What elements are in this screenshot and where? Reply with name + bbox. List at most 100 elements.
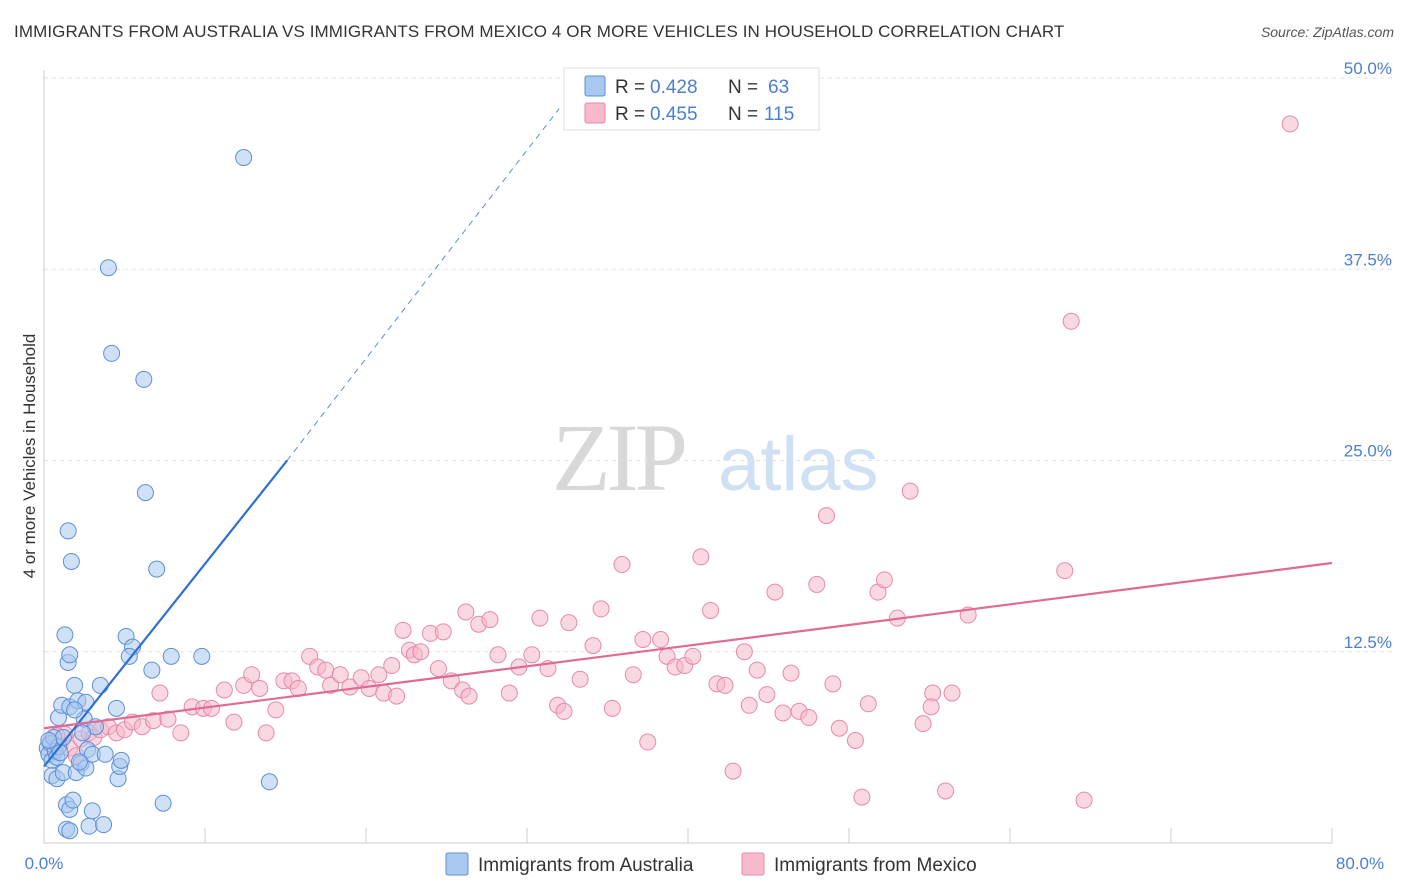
mexico-point (172, 724, 190, 742)
mexico-legend-label: Immigrants from Mexico (774, 855, 977, 876)
source-credit: Source: ZipAtlas.com (1260, 24, 1394, 40)
mexico-point (317, 661, 335, 679)
australia-point (61, 646, 79, 664)
mexico-point (388, 687, 406, 705)
australia-point (66, 676, 84, 694)
mexico-point (429, 660, 447, 678)
australia-point (136, 484, 154, 502)
mexico-point (853, 788, 871, 806)
mexico-point (724, 762, 742, 780)
grid-lines (44, 77, 1392, 653)
australia-point (235, 149, 253, 167)
australia-point (143, 661, 161, 679)
mexico-point (1075, 791, 1093, 809)
mexico-point (592, 600, 610, 618)
mexico-point (774, 704, 792, 722)
mexico-point (634, 631, 652, 649)
mexico-point (457, 603, 475, 621)
mexico-point (251, 679, 269, 697)
australia-r-label: R = (615, 77, 645, 98)
australia-point (135, 370, 153, 388)
mexico-point (914, 715, 932, 733)
australia-point (162, 647, 180, 665)
mexico-point (555, 702, 573, 720)
australia-point (96, 745, 114, 763)
mexico-point (740, 696, 758, 714)
mexico-n-label: N = (728, 104, 758, 125)
mexico-point (639, 733, 657, 751)
australia-point (95, 816, 113, 834)
australia-r-value: 0.428 (650, 77, 698, 98)
trendlines (43, 108, 1333, 768)
australia-point (59, 522, 77, 540)
mexico-n-value: 115 (764, 104, 794, 125)
y-tick-label: 12.5% (1344, 633, 1392, 652)
australia-point (193, 647, 211, 665)
mexico-point (383, 657, 401, 675)
mexico-point (257, 724, 275, 742)
mexico-point (859, 695, 877, 713)
mexico-point (875, 571, 893, 589)
mexico-point (702, 601, 720, 619)
mexico-point (571, 670, 589, 688)
australia-point (62, 552, 80, 570)
mexico-point (817, 507, 835, 525)
australia-point (83, 802, 101, 820)
mexico-point (846, 731, 864, 749)
mexico-point (716, 676, 734, 694)
australia-point (99, 259, 117, 277)
australia-point (148, 560, 166, 578)
mexico-point (1062, 312, 1080, 330)
mexico-point (901, 482, 919, 500)
mexico-point (523, 646, 541, 664)
mexico-point (1056, 562, 1074, 580)
mexico-point (243, 666, 261, 684)
australia-point (70, 753, 88, 771)
mexico-point (151, 684, 169, 702)
australia-point (154, 794, 172, 812)
watermark-atlas: atlas (718, 422, 879, 507)
mexico-point (922, 698, 940, 716)
australia-point (56, 626, 74, 644)
australia-stats-swatch (584, 75, 606, 97)
mexico-point (937, 782, 955, 800)
mexico-point (758, 686, 776, 704)
mexico-point (560, 614, 578, 632)
australia-point (74, 724, 92, 742)
x-tick-label-min: 0.0% (25, 854, 64, 873)
australia-legend-label: Immigrants from Australia (478, 855, 694, 876)
australia-points (38, 149, 278, 840)
australia-point (112, 751, 130, 769)
y-tick-label: 25.0% (1344, 442, 1392, 461)
mexico-point (225, 713, 243, 731)
mexico-legend-swatch (741, 852, 765, 876)
australia-trendline (43, 459, 288, 768)
bottom-legend: Immigrants from Australia Immigrants fro… (445, 852, 977, 876)
y-axis-label: 4 or more Vehicles in Household (20, 334, 39, 579)
australia-n-label: N = (728, 77, 758, 98)
mexico-point (735, 643, 753, 661)
chart-title: IMMIGRANTS FROM AUSTRALIA VS IMMIGRANTS … (14, 22, 1065, 41)
mexico-point (460, 687, 478, 705)
mexico-point (692, 548, 710, 566)
australia-point (66, 701, 84, 719)
mexico-point (215, 681, 233, 699)
mexico-point (808, 575, 826, 593)
australia-n-value: 63 (768, 77, 789, 98)
mexico-point (360, 679, 378, 697)
mexico-point (1281, 115, 1299, 133)
mexico-point (267, 701, 285, 719)
mexico-point (434, 623, 452, 641)
australia-point (80, 817, 98, 835)
australia-trendline-extension (286, 108, 560, 461)
y-tick-label: 50.0% (1344, 59, 1392, 78)
mexico-point (782, 664, 800, 682)
australia-point (260, 773, 278, 791)
australia-point (91, 676, 109, 694)
x-tick-marks (204, 828, 1333, 843)
watermark-zip: ZIP (552, 404, 685, 511)
mexico-point (584, 637, 602, 655)
mexico-points (41, 115, 1299, 809)
australia-point (103, 344, 121, 362)
